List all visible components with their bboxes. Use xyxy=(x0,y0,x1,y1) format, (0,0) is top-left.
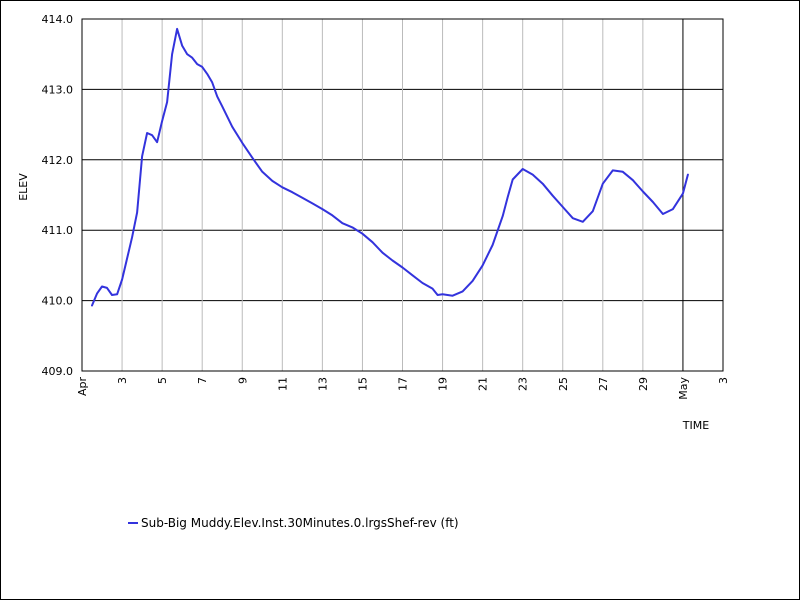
x-tick-label: 3 xyxy=(717,377,730,384)
x-tick-label: 23 xyxy=(517,377,530,391)
x-tick-label: 25 xyxy=(557,377,570,391)
x-tick-label: 21 xyxy=(477,377,490,391)
y-tick-label: 413.0 xyxy=(42,83,74,96)
x-tick-label: 27 xyxy=(597,377,610,391)
y-tick-label: 414.0 xyxy=(42,13,74,26)
x-tick-label: 3 xyxy=(116,377,129,384)
x-tick-label: 5 xyxy=(156,377,169,384)
x-tick-label: 15 xyxy=(356,377,369,391)
grid xyxy=(82,18,723,372)
x-tick-label: 17 xyxy=(397,377,410,391)
x-tick-label: Apr xyxy=(76,377,89,397)
y-tick-label: 411.0 xyxy=(42,224,74,237)
x-tick-label: May xyxy=(677,377,690,400)
x-axis-label: TIME xyxy=(682,419,709,432)
legend-label: Sub-Big Muddy.Elev.Inst.30Minutes.0.lrgs… xyxy=(141,516,459,530)
legend: Sub-Big Muddy.Elev.Inst.30Minutes.0.lrgs… xyxy=(128,516,459,530)
y-tick-label: 412.0 xyxy=(42,154,74,167)
x-axis-ticks: Apr 3 5 7 9 11 13 15 17 19 21 23 25 27 29 May 3 xyxy=(76,377,730,400)
y-axis-ticks: 409.0 410.0 411.0 412.0 413.0 414.0 xyxy=(42,13,74,378)
x-tick-label: 9 xyxy=(236,377,249,384)
plot-area-border xyxy=(81,18,724,372)
series-line xyxy=(91,27,689,307)
y-tick-label: 410.0 xyxy=(42,295,74,308)
series-layer xyxy=(91,27,689,307)
x-tick-label: 11 xyxy=(276,377,289,391)
y-axis-label: ELEV xyxy=(17,173,30,201)
x-tick-label: 29 xyxy=(637,377,650,391)
x-tick-label: 7 xyxy=(196,377,209,384)
x-tick-label: 19 xyxy=(437,377,450,391)
y-tick-label: 409.0 xyxy=(42,365,74,378)
x-tick-label: 13 xyxy=(316,377,329,391)
